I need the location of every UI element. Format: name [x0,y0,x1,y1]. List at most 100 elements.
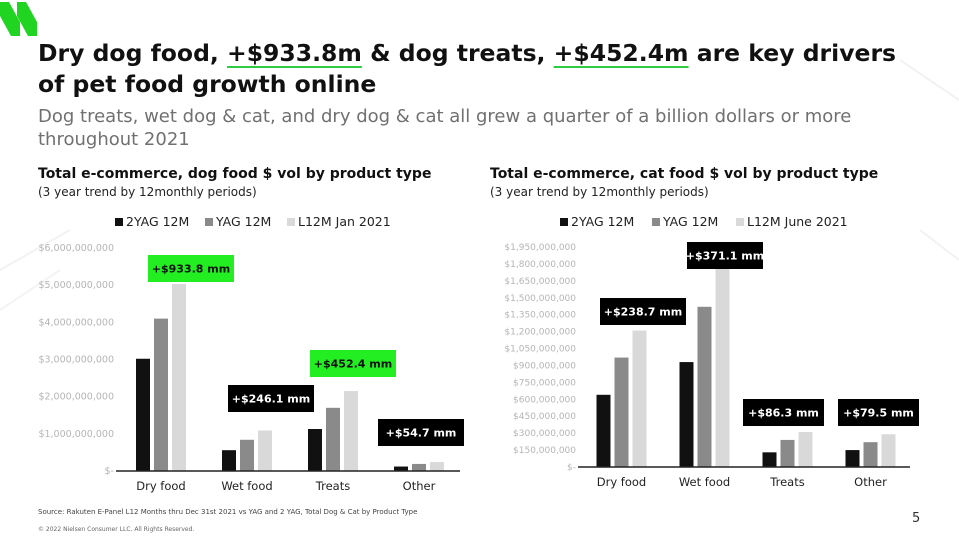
callout-label: +$933.8 mm [152,263,230,276]
x-tick-label-dry-food: Dry food [136,479,185,493]
x-tick-label-dry-food: Dry food [597,475,646,489]
y-tick-label: $1,000,000,000 [38,429,114,440]
legend-swatch-l12m-june-2021 [736,218,744,226]
y-tick-label: $300,000,000 [513,429,576,439]
bar-treats-l12m-june-2021 [798,432,813,467]
y-tick-label: $150,000,000 [513,446,576,456]
bar-other-yag-12m [412,463,426,471]
page-number: 5 [912,511,921,526]
legend-swatch-l12m-jan-2021 [287,218,295,226]
bar-wet-food-l12m-june-2021 [715,265,730,467]
cat-chart-title: Total e-commerce, cat food $ vol by prod… [490,166,879,182]
callout-label: +$371.1 mm [686,250,764,263]
y-tick-label: $1,500,000,000 [504,294,576,304]
callout-box [310,350,396,377]
x-tick-label-wet-food: Wet food [679,475,730,489]
copyright-note: © 2022 Nielsen Consumer LLC. All Rights … [38,526,195,533]
callout-label: +$54.7 mm [386,427,457,440]
bar-dry-food-yag-12m [614,357,629,467]
y-tick-label: $450,000,000 [513,412,576,422]
callout-treats: +$86.3 mm [743,399,824,426]
dog-food-bar-chart: 2YAG 12M YAG 12M L12M Jan 2021 $- $1,000,000… [38,214,464,493]
x-tick-label-treats: Treats [769,475,804,489]
legend-label-2yag-12m: 2YAG 12M [571,214,634,229]
callout-box [838,399,919,426]
y-tick-label: $1,950,000,000 [504,243,576,253]
y-tick-label: $1,650,000,000 [504,277,576,287]
bar-wet-food-2yag-12m [222,450,236,471]
bar-dry-food-l12m-june-2021 [632,330,647,467]
bar-other-2yag-12m [394,466,408,471]
x-tick-label-wet-food: Wet food [221,479,272,493]
bar-treats-yag-12m [780,439,795,467]
bar-wet-food-yag-12m [697,306,712,467]
callout-box [148,255,234,282]
callout-label: +$246.1 mm [232,393,310,406]
callout-other: +$79.5 mm [838,399,919,426]
bar-wet-food-l12m-jan-2021 [258,430,272,471]
headline: Dry dog food, +$933.8m & dog treats, +$4… [38,39,897,98]
y-tick-label: $- [105,466,114,477]
bar-wet-food-yag-12m [240,439,254,471]
legend-label-2yag-12m: 2YAG 12M [126,214,189,229]
y-tick-label: $2,000,000,000 [38,392,114,403]
y-tick-label: $1,800,000,000 [504,260,576,270]
y-tick-label: $1,350,000,000 [504,311,576,321]
y-tick-label: $5,000,000,000 [38,280,114,291]
callout-dry-food: +$933.8 mm [148,255,234,282]
x-tick-label-other: Other [854,475,887,489]
y-tick-label: $3,000,000,000 [38,355,114,366]
cat-chart-subtitle: (3 year trend by 12monthly periods) [490,185,709,199]
callout-label: +$86.3 mm [748,407,819,420]
source-note: Source: Rakuten E-Panel L12 Months thru … [38,508,418,516]
legend-swatch-yag-12m [652,218,660,226]
callout-box [228,385,314,412]
bar-dry-food-yag-12m [154,318,168,471]
legend-label-yag-12m: YAG 12M [215,214,271,229]
nielsen-logo-icon [0,2,37,36]
bar-treats-yag-12m [326,407,340,471]
bar-treats-l12m-jan-2021 [344,391,358,471]
y-tick-label: $6,000,000,000 [38,243,114,254]
legend-swatch-2yag-12m [560,218,568,226]
x-tick-label-other: Other [403,479,436,493]
callout-label: +$452.4 mm [314,358,392,371]
y-tick-label: $1,200,000,000 [504,328,576,338]
dog-chart-title: Total e-commerce, dog food $ vol by prod… [38,166,432,182]
bar-wet-food-2yag-12m [679,362,694,467]
legend-swatch-2yag-12m [115,218,123,226]
bar-treats-2yag-12m [308,429,322,471]
legend-label-yag-12m: YAG 12M [662,214,718,229]
bar-other-yag-12m [863,442,878,467]
callout-label: +$79.5 mm [843,407,914,420]
legend-label-l12m-jan-2021: L12M Jan 2021 [298,214,391,229]
y-tick-label: $600,000,000 [513,395,576,405]
y-tick-label: $750,000,000 [513,378,576,388]
callout-box [743,399,824,426]
callout-other: +$54.7 mm [378,419,464,446]
x-tick-label-treats: Treats [315,479,350,493]
callout-wet-food: +$246.1 mm [228,385,314,412]
callout-box [687,242,763,269]
y-tick-label: $1,050,000,000 [504,345,576,355]
bar-other-2yag-12m [845,450,860,467]
bar-other-l12m-jan-2021 [430,462,444,471]
callout-label: +$238.7 mm [604,306,682,319]
dry-dog-growth-highlight: +$933.8m [227,39,362,67]
legend-swatch-yag-12m [205,218,213,226]
callout-box [378,419,464,446]
dog-chart-subtitle: (3 year trend by 12monthly periods) [38,185,257,199]
y-tick-label: $4,000,000,000 [38,317,114,328]
bar-treats-2yag-12m [762,452,777,467]
callout-treats: +$452.4 mm [310,350,396,377]
treats-growth-highlight: +$452.4m [553,39,689,67]
bar-dry-food-2yag-12m [136,358,150,471]
bar-dry-food-l12m-jan-2021 [172,284,186,471]
bar-other-l12m-june-2021 [881,434,896,467]
callout-box [600,298,686,325]
cat-food-bar-chart: 2YAG 12M YAG 12M L12M June 2021 $- $150,000,… [504,214,919,489]
legend-label-l12m-june-2021: L12M June 2021 [747,214,848,229]
y-tick-label: $- [567,463,576,473]
callout-dry-food: +$238.7 mm [600,298,686,325]
